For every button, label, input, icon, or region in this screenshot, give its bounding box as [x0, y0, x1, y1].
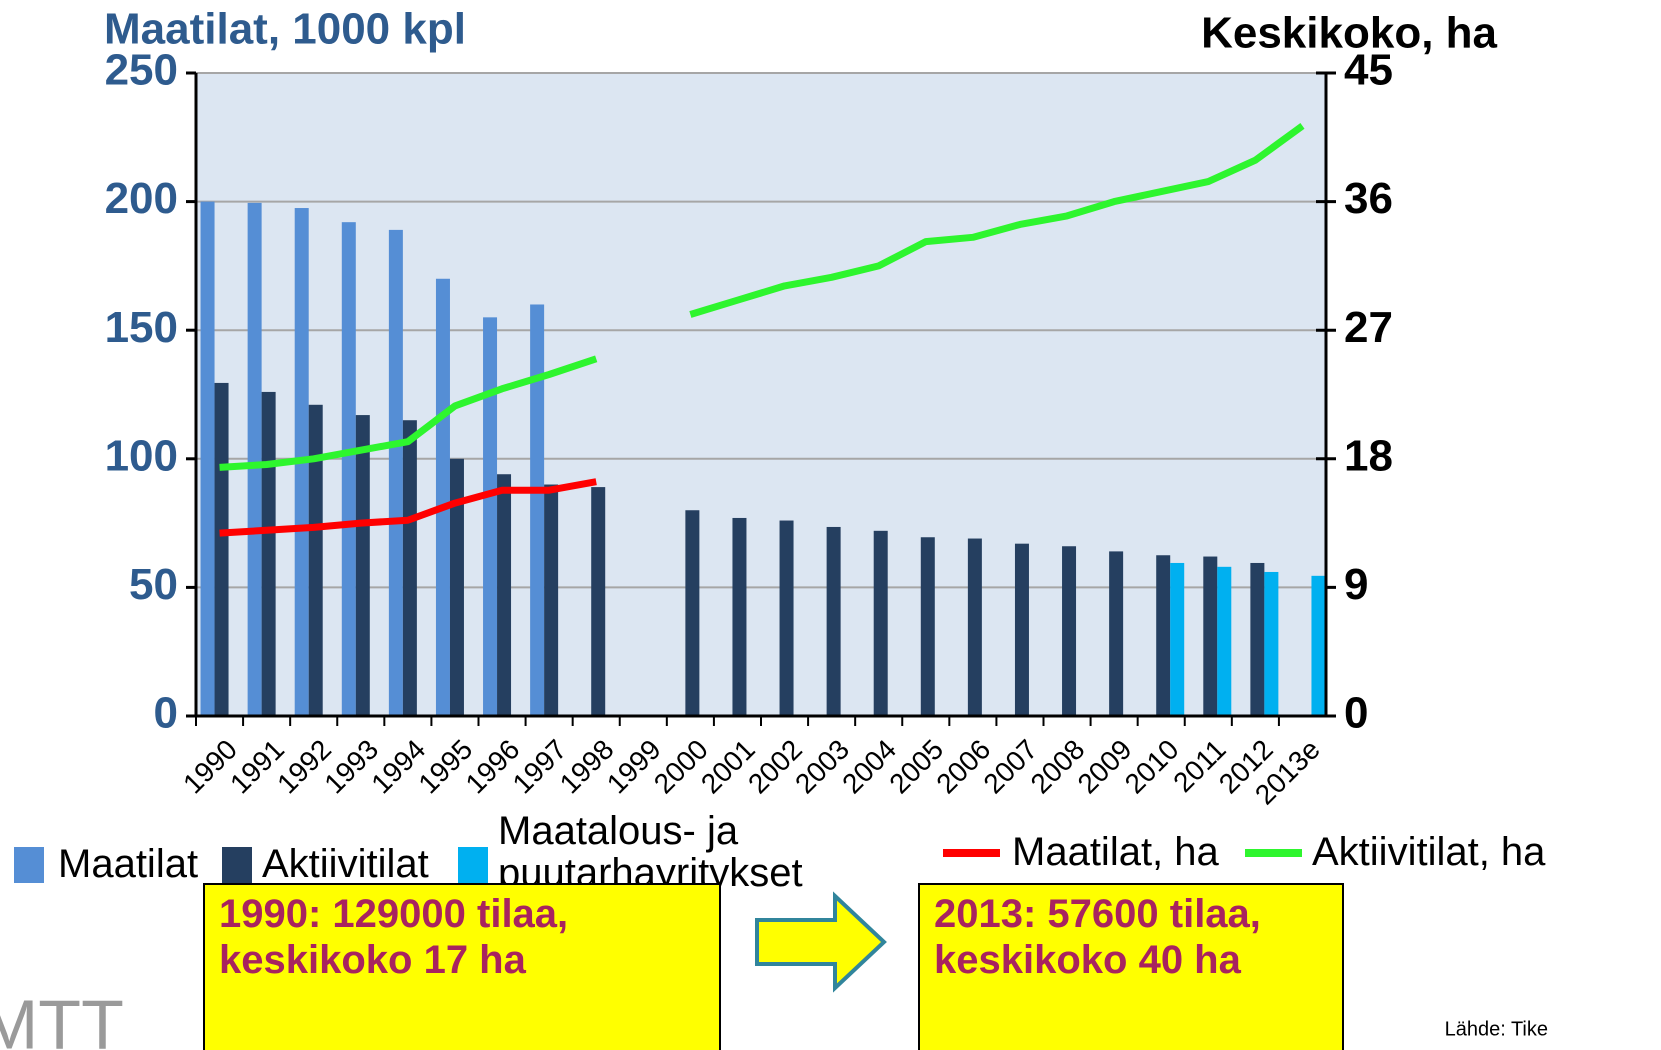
legend-label: Aktiivitilat, ha	[1312, 830, 1546, 874]
bar	[1217, 566, 1232, 716]
bar	[497, 474, 512, 716]
bar	[920, 537, 935, 716]
y-tick-label: 50	[129, 560, 178, 609]
bar	[732, 517, 747, 716]
y-tick-label: 250	[105, 46, 178, 95]
x-tick-label: 2001	[695, 734, 761, 800]
bar	[435, 278, 450, 716]
bar	[341, 222, 356, 716]
source: Lähde: Tike	[1445, 1018, 1548, 1040]
x-tick-label: 1999	[601, 734, 667, 800]
bar	[214, 382, 229, 716]
bar	[1311, 575, 1326, 716]
bar	[483, 317, 498, 716]
x-tick-label: 1993	[318, 734, 384, 800]
legend-swatch	[458, 847, 488, 883]
bar	[1156, 555, 1171, 716]
x-tick-label: 1996	[460, 734, 526, 800]
x-tick-label: 2005	[883, 734, 949, 800]
x-tick-label: 1998	[554, 734, 620, 800]
bar	[247, 202, 262, 717]
x-tick-label: 1994	[365, 734, 431, 800]
bar	[591, 487, 606, 716]
x-tick-label: 1997	[507, 734, 573, 800]
x-tick-label: 2008	[1025, 734, 1091, 800]
annotation-box: 2013: 57600 tilaa, keskikoko 40 ha	[918, 883, 1344, 1050]
legend-label: Maatilat	[58, 842, 199, 886]
x-tick-label: 2006	[930, 734, 996, 800]
bar	[967, 538, 982, 716]
legend-label: Maatalous- ja puutarhayritykset	[498, 809, 803, 895]
bar	[873, 530, 888, 716]
annotation-box: 1990: 129000 tilaa, keskikoko 17 ha	[203, 883, 721, 1050]
x-tick-label: 2002	[742, 734, 808, 800]
logo: MTT	[0, 985, 124, 1050]
y-tick-label: 150	[105, 303, 178, 352]
y2-tick-label: 0	[1344, 689, 1368, 738]
bar	[1203, 556, 1218, 716]
bar	[261, 391, 276, 716]
y2-tick-label: 36	[1344, 174, 1393, 223]
y2-tick-label: 18	[1344, 431, 1393, 480]
x-tick-label: 2009	[1072, 734, 1138, 800]
legend-swatch	[14, 847, 44, 883]
bar	[685, 510, 700, 716]
legend-swatch	[222, 847, 252, 883]
line	[219, 478, 597, 537]
bar	[544, 484, 559, 716]
x-tick-label: 2007	[977, 734, 1043, 800]
bar	[1170, 562, 1185, 716]
y2-tick-label: 27	[1344, 303, 1393, 352]
bar	[402, 420, 417, 716]
plot-area	[196, 73, 1326, 716]
bar	[1264, 571, 1279, 716]
legend-label: Aktiivitilat	[262, 842, 429, 886]
bar	[449, 458, 464, 716]
bar	[1062, 546, 1077, 716]
x-tick-label: 2004	[836, 734, 902, 800]
bar	[1250, 562, 1265, 716]
bar	[1014, 543, 1029, 716]
legend-label: Maatilat, ha	[1012, 830, 1219, 874]
bar	[1109, 551, 1124, 716]
y-axis-title: Maatilat, 1000 kpl	[104, 5, 466, 54]
x-tick-label: 1990	[177, 734, 243, 800]
x-tick-label: 1992	[271, 734, 337, 800]
y2-axis-title: Keskikoko, ha	[1201, 9, 1497, 58]
x-tick-label: 2000	[648, 734, 714, 800]
arrow	[755, 891, 887, 993]
bar	[388, 229, 403, 716]
bar	[308, 404, 323, 716]
y-tick-label: 200	[105, 174, 178, 223]
x-tick-label: 1995	[412, 734, 478, 800]
bar	[826, 526, 841, 716]
x-tick-label: 2003	[789, 734, 855, 800]
bar	[200, 201, 215, 717]
bar	[779, 520, 794, 716]
y2-tick-label: 9	[1344, 560, 1368, 609]
x-tick-label: 2011	[1167, 734, 1232, 799]
x-tick-label: 1991	[224, 734, 290, 800]
bar	[355, 415, 370, 716]
y2-tick-label: 45	[1344, 46, 1393, 95]
y-tick-label: 0	[154, 689, 178, 738]
bar	[530, 304, 545, 716]
line	[219, 123, 1305, 471]
y-tick-label: 100	[105, 431, 178, 480]
x-tick-label: 2010	[1119, 734, 1185, 800]
